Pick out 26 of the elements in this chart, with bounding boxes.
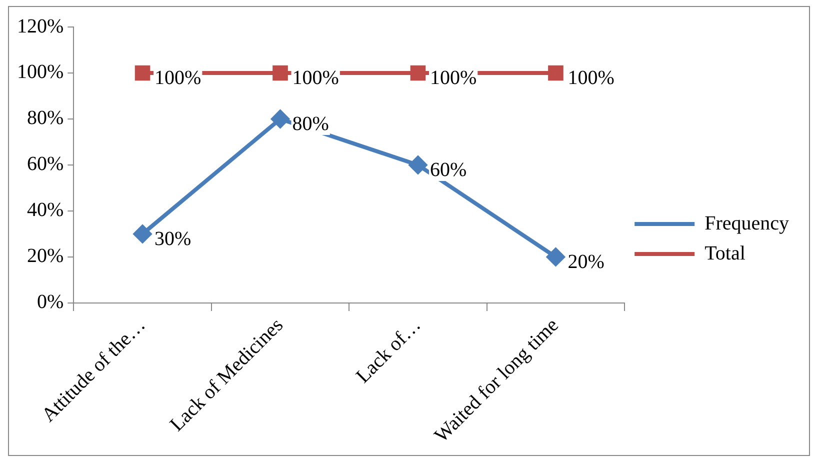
data-label: 100% xyxy=(154,67,202,90)
point xyxy=(134,224,152,243)
y-tick-label: 20% xyxy=(26,245,64,268)
legend-label: Total xyxy=(704,242,746,264)
data-label: 100% xyxy=(292,67,339,90)
y-tick-label: 40% xyxy=(26,199,64,222)
data-label: 30% xyxy=(154,228,192,250)
data-label: 20% xyxy=(568,251,604,274)
data-label: 100% xyxy=(568,67,614,90)
point xyxy=(272,65,288,81)
point xyxy=(548,65,564,81)
data-label: 60% xyxy=(430,159,467,182)
point xyxy=(546,248,565,266)
x-tick-label: Lack of… xyxy=(352,314,426,388)
y-tick-label: 120% xyxy=(16,15,64,38)
data-label: 80% xyxy=(292,113,329,136)
y-tick-label: 80% xyxy=(26,107,64,130)
point xyxy=(408,156,427,174)
data-label: 100% xyxy=(430,67,477,90)
point xyxy=(271,110,290,128)
y-tick-label: 0% xyxy=(36,291,64,314)
point xyxy=(134,65,150,81)
y-tick-label: 60% xyxy=(26,153,64,176)
legend-label: Frequency xyxy=(704,212,790,234)
point xyxy=(410,65,426,81)
y-tick-label: 100% xyxy=(16,61,64,84)
